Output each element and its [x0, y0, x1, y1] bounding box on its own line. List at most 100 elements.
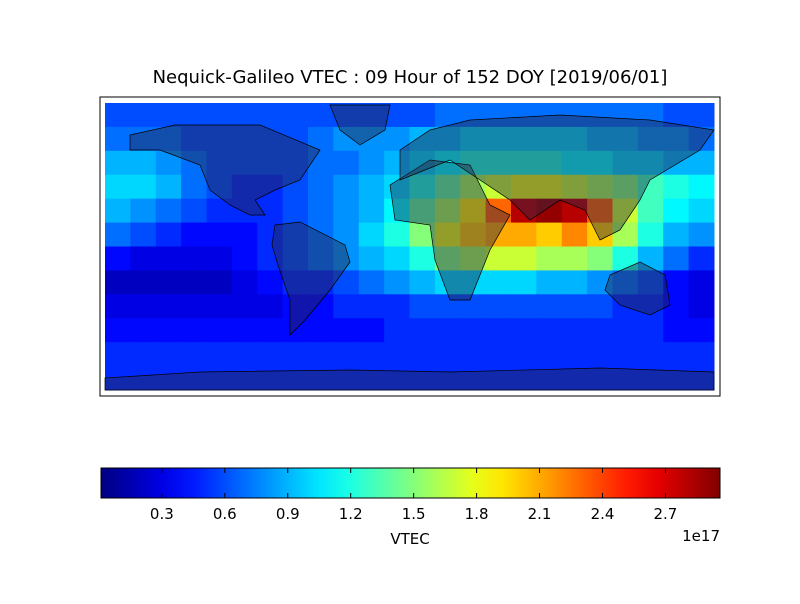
heat-cell: [688, 198, 715, 224]
heat-cell: [688, 366, 715, 391]
heat-cell: [485, 150, 512, 176]
heat-cell: [612, 126, 639, 152]
heat-cell: [485, 126, 512, 152]
heat-cell: [587, 318, 613, 343]
heat-cell: [536, 270, 563, 295]
heat-cell: [358, 342, 385, 367]
heat-cell: [257, 318, 284, 343]
heat-cell: [536, 366, 563, 391]
heat-cell: [587, 270, 613, 295]
heat-cell: [333, 126, 360, 152]
heat-cell: [231, 126, 258, 152]
heat-cell: [181, 270, 207, 295]
colorbar-tick-label: 0.3: [150, 505, 174, 523]
heat-cell: [358, 246, 385, 271]
heat-cell: [206, 294, 233, 319]
colorbar-tick-label: 2.4: [591, 505, 615, 523]
heat-cell: [358, 318, 385, 343]
heat-cell: [358, 174, 385, 200]
heat-cell: [663, 246, 690, 271]
heat-cell: [409, 294, 436, 319]
heat-cell: [536, 126, 563, 152]
heat-cell: [333, 294, 360, 319]
heat-cell: [206, 318, 233, 343]
heat-cell: [688, 174, 715, 200]
heat-cell: [333, 270, 360, 295]
heat-cell: [105, 318, 131, 343]
heat-cell: [688, 270, 715, 295]
heat-cell: [663, 342, 690, 367]
heat-cell: [561, 222, 588, 247]
heat-cell: [663, 318, 690, 343]
heat-cell: [130, 270, 157, 295]
heat-cell: [333, 318, 360, 343]
colorbar-tick-label: 1.2: [339, 505, 363, 523]
heat-cell: [587, 246, 613, 271]
heat-cell: [130, 366, 157, 391]
heat-cell: [155, 198, 182, 224]
heat-cell: [663, 222, 690, 247]
heat-cell: [612, 318, 639, 343]
heat-cell: [587, 174, 613, 200]
heat-cell: [105, 246, 131, 271]
map-frame: [99, 96, 721, 397]
heat-cell: [688, 342, 715, 367]
heat-cell: [460, 198, 487, 224]
heat-cell: [536, 342, 563, 367]
heat-cell: [358, 222, 385, 247]
heat-cell: [358, 126, 385, 152]
heat-cell: [409, 246, 436, 271]
heat-cell: [206, 366, 233, 391]
heat-cell: [308, 246, 334, 271]
heat-cell: [612, 174, 639, 200]
heat-cell: [460, 246, 487, 271]
heat-cell: [511, 318, 537, 343]
heat-cell: [130, 103, 157, 128]
heat-cell: [587, 150, 613, 176]
heat-cell: [434, 318, 461, 343]
heat-cell: [434, 342, 461, 367]
heat-cell: [105, 270, 131, 295]
heat-cell: [460, 342, 487, 367]
heat-cell: [308, 318, 334, 343]
heat-cell: [587, 198, 613, 224]
heat-cell: [511, 174, 537, 200]
heat-cell: [536, 198, 563, 224]
heat-cell: [231, 294, 258, 319]
heat-cell: [688, 246, 715, 271]
heat-cell: [231, 270, 258, 295]
colorbar-tick-label: 0.9: [276, 505, 300, 523]
heat-cell: [308, 103, 334, 128]
heat-cell: [282, 174, 309, 200]
heat-cell: [637, 246, 664, 271]
heat-cell: [587, 294, 613, 319]
heat-cell: [688, 103, 715, 128]
heat-cell: [333, 222, 360, 247]
heat-cell: [663, 126, 690, 152]
heat-cell: [637, 198, 664, 224]
heat-cell: [231, 246, 258, 271]
colorbar-offset: 1e17: [682, 527, 720, 545]
heat-cell: [384, 198, 410, 224]
heat-cell: [536, 318, 563, 343]
heat-cell: [384, 246, 410, 271]
heat-cell: [409, 270, 436, 295]
heat-cell: [384, 294, 410, 319]
heat-cell: [561, 126, 588, 152]
heat-cell: [282, 294, 309, 319]
heat-cell: [155, 222, 182, 247]
heat-cell: [409, 366, 436, 391]
heat-cell: [155, 366, 182, 391]
heat-cell: [561, 366, 588, 391]
heat-cell: [561, 342, 588, 367]
heat-cell: [358, 103, 385, 128]
heat-cell: [511, 103, 537, 128]
heat-cell: [155, 342, 182, 367]
heat-cell: [206, 222, 233, 247]
heat-cell: [206, 126, 233, 152]
heat-cell: [358, 270, 385, 295]
heat-cell: [536, 174, 563, 200]
heat-cell: [409, 342, 436, 367]
heat-cell: [460, 103, 487, 128]
heat-cell: [333, 198, 360, 224]
